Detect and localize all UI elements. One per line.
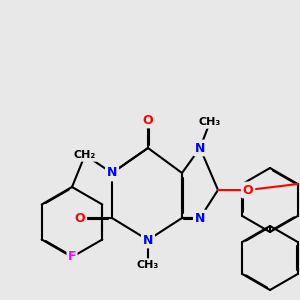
Text: CH₃: CH₃ bbox=[137, 260, 159, 270]
Text: N: N bbox=[195, 212, 205, 224]
Text: F: F bbox=[68, 250, 76, 263]
Text: CH₃: CH₃ bbox=[199, 117, 221, 127]
Text: CH₂: CH₂ bbox=[74, 150, 96, 160]
Text: N: N bbox=[143, 233, 153, 247]
Text: N: N bbox=[107, 167, 117, 179]
Text: O: O bbox=[143, 113, 153, 127]
Text: O: O bbox=[243, 184, 253, 196]
Text: N: N bbox=[195, 142, 205, 154]
Text: O: O bbox=[75, 212, 85, 224]
